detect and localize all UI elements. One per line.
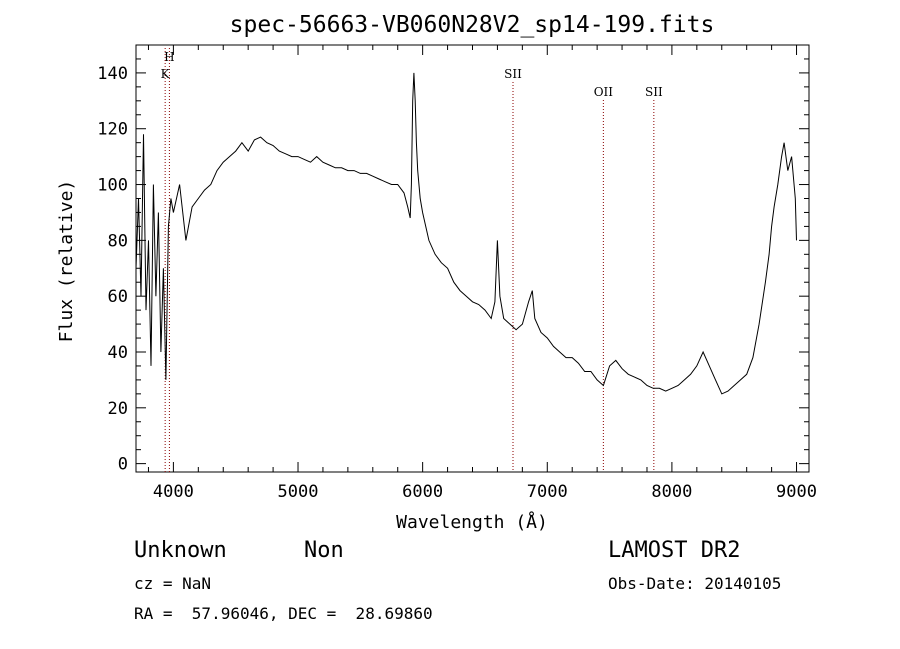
x-tick-label: 8000 bbox=[651, 482, 692, 502]
y-tick-label: 20 bbox=[108, 399, 128, 419]
spectral-line-label: H bbox=[164, 50, 174, 64]
x-tick-label: 5000 bbox=[278, 482, 319, 502]
y-axis-label: Flux (relative) bbox=[56, 180, 77, 343]
ra-dec-readout: RA = 57.96046, DEC = 28.69860 bbox=[134, 604, 433, 623]
y-tick-label: 60 bbox=[108, 287, 128, 307]
spectral-line-label: SII bbox=[645, 85, 663, 99]
spectral-line-markers: HK SII OII SII bbox=[161, 48, 663, 472]
y-tick-label: 80 bbox=[108, 231, 128, 251]
y-tick-label: 100 bbox=[97, 176, 128, 196]
object-subclass: Non bbox=[304, 538, 344, 563]
y-tick-label: 40 bbox=[108, 343, 128, 363]
y-tick-label: 0 bbox=[118, 455, 128, 475]
axis-ticks: 4000 5000 6000 7000 8000 9000 0 20 40 60 80 100 120 1… bbox=[97, 45, 817, 502]
x-tick-label: 7000 bbox=[527, 482, 568, 502]
spectrum-series-line bbox=[135, 72, 797, 395]
x-tick-label: 9000 bbox=[776, 482, 817, 502]
y-tick-label: 120 bbox=[97, 120, 128, 140]
x-tick-label: 4000 bbox=[153, 482, 194, 502]
survey-name: LAMOST DR2 bbox=[608, 538, 741, 563]
y-tick-label: 140 bbox=[97, 64, 128, 84]
object-class: Unknown bbox=[134, 538, 227, 563]
chart-title: spec-56663-VB060N28V2_sp14-199.fits bbox=[230, 12, 715, 38]
spectral-line-label: OII bbox=[594, 85, 614, 99]
redshift-readout: cz = NaN bbox=[134, 574, 212, 593]
plot-frame bbox=[135, 44, 810, 473]
x-tick-label: 6000 bbox=[402, 482, 443, 502]
spectral-line-label: SII bbox=[504, 67, 522, 81]
x-axis-label: Wavelength (Å) bbox=[396, 511, 548, 533]
observation-date: Obs-Date: 20140105 bbox=[608, 574, 782, 593]
spectral-line-label: K bbox=[161, 67, 171, 81]
